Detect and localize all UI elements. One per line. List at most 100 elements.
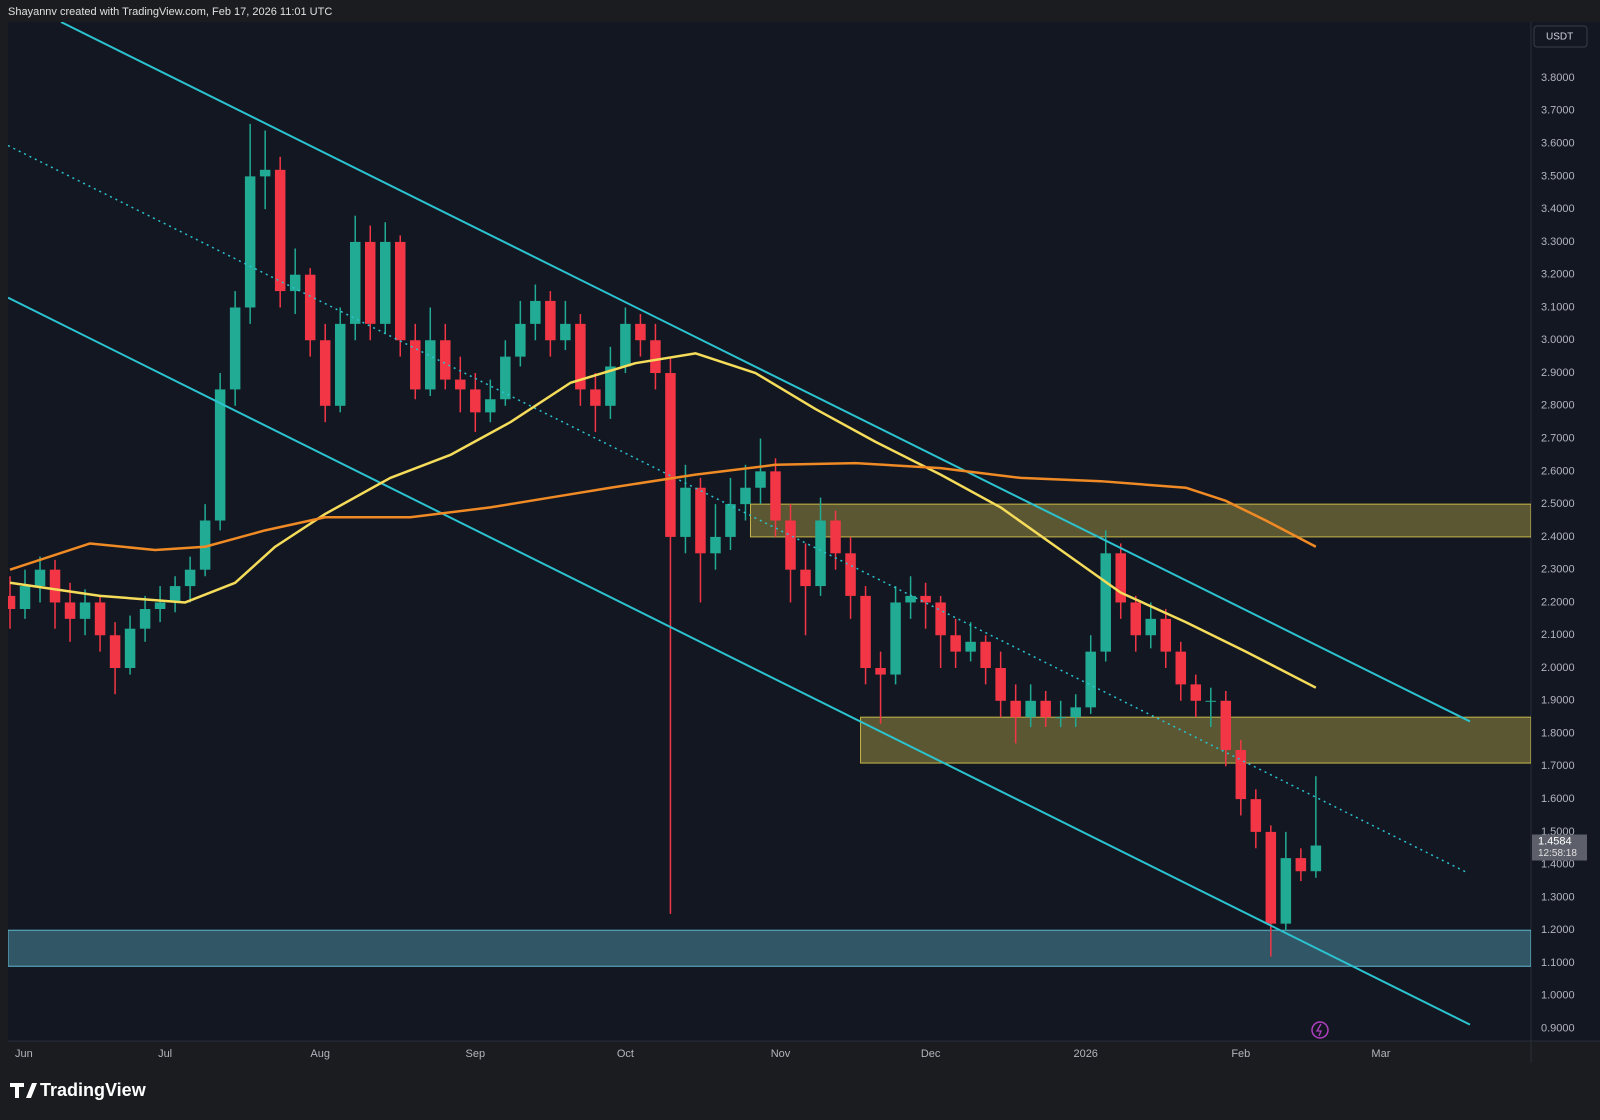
- candle-body: [860, 595, 871, 669]
- candle-body: [79, 602, 91, 619]
- candle-body: [695, 487, 706, 554]
- y-tick-label: 3.0000: [1541, 334, 1575, 346]
- candle-body: [425, 340, 436, 390]
- candle-body: [49, 569, 61, 603]
- plot-area: [8, 22, 1531, 1026]
- candle-body: [1295, 858, 1307, 872]
- candle-body: [364, 241, 376, 324]
- y-tick-label: 2.0000: [1541, 662, 1575, 674]
- candle-body: [1190, 684, 1202, 701]
- candle-body: [770, 471, 781, 521]
- y-tick-label: 3.8000: [1541, 72, 1575, 84]
- candle-body: [1310, 845, 1322, 872]
- candle-body: [229, 307, 241, 390]
- candle-body: [1205, 700, 1217, 702]
- candle-body: [349, 241, 361, 324]
- y-tick-label: 1.3000: [1541, 891, 1575, 903]
- candle-body: [905, 595, 916, 603]
- candle-body: [605, 366, 616, 406]
- candle-body: [19, 586, 31, 610]
- candle-body: [590, 389, 601, 406]
- x-tick-label: Sep: [466, 1048, 486, 1060]
- x-tick-label: Jun: [15, 1048, 33, 1060]
- x-tick-label: Mar: [1371, 1048, 1390, 1060]
- candle-body: [620, 323, 631, 367]
- candle-body: [274, 169, 286, 292]
- countdown-label: 12:58:18: [1538, 848, 1577, 859]
- trendline: [60, 22, 1471, 723]
- x-tick-label: Nov: [771, 1048, 791, 1060]
- candle-body: [1220, 700, 1232, 750]
- candle-body: [410, 340, 421, 390]
- x-tick-label: Jul: [158, 1048, 172, 1060]
- candle-body: [1040, 700, 1051, 718]
- candle-body: [500, 356, 511, 400]
- candle-body: [1055, 717, 1066, 719]
- zone: [8, 929, 1531, 967]
- y-tick-label: 2.6000: [1541, 465, 1575, 477]
- candle-body: [124, 628, 136, 669]
- candle-body: [1115, 553, 1126, 603]
- y-tick-label: 3.2000: [1541, 269, 1575, 281]
- candle-body: [1025, 700, 1036, 718]
- y-tick-label: 2.3000: [1541, 564, 1575, 576]
- currency-box[interactable]: [1533, 25, 1588, 48]
- brand-logo: [10, 1083, 37, 1098]
- x-tick-label: Aug: [310, 1048, 330, 1060]
- candle-body: [1070, 707, 1081, 718]
- candle-body: [935, 602, 946, 636]
- candle-body: [830, 520, 841, 554]
- candle-body: [334, 323, 346, 406]
- header-text: Shayannv created with TradingView.com, F…: [8, 6, 332, 18]
- candle-body: [1175, 651, 1187, 685]
- y-tick-label: 1.2000: [1541, 924, 1575, 936]
- candle-body: [395, 241, 406, 341]
- candle-body: [259, 169, 271, 177]
- candle-body: [34, 569, 46, 587]
- candle-body: [950, 635, 961, 652]
- moving-average: [9, 352, 1317, 689]
- y-tick-label: 1.0000: [1541, 990, 1575, 1002]
- candle-body: [875, 668, 886, 675]
- candle-body: [304, 274, 316, 341]
- trendline: [8, 144, 1468, 874]
- x-tick-label: Oct: [617, 1048, 634, 1060]
- candle-body: [440, 340, 451, 380]
- replay-icon-glyph: [1315, 1023, 1322, 1037]
- candle-body: [530, 300, 541, 324]
- candle-body: [815, 520, 826, 587]
- y-tick-label: 3.3000: [1541, 236, 1575, 248]
- candle-body: [184, 569, 196, 587]
- candle-body: [1280, 858, 1292, 924]
- y-tick-label: 1.4000: [1541, 859, 1575, 871]
- candle-body: [199, 520, 211, 570]
- candle-body: [1265, 831, 1277, 924]
- moving-average: [9, 461, 1317, 571]
- replay-icon[interactable]: [1311, 1021, 1329, 1039]
- candle-body: [740, 487, 751, 505]
- candle-body: [319, 340, 331, 406]
- x-tick-label: Feb: [1231, 1048, 1250, 1060]
- y-tick-label: 3.7000: [1541, 105, 1575, 117]
- x-tick-label: 2026: [1073, 1048, 1097, 1060]
- y-tick-label: 3.6000: [1541, 138, 1575, 150]
- candle-body: [1160, 618, 1172, 652]
- candle-body: [785, 520, 796, 570]
- y-tick-label: 2.1000: [1541, 629, 1575, 641]
- candle-body: [1235, 749, 1247, 800]
- candle-body: [485, 399, 496, 413]
- candle-body: [545, 300, 556, 341]
- y-tick-label: 1.1000: [1541, 957, 1575, 969]
- y-tick-label: 2.5000: [1541, 498, 1575, 510]
- candle-body: [470, 389, 481, 413]
- y-tick-label: 2.7000: [1541, 432, 1575, 444]
- candle-body: [139, 609, 151, 629]
- currency-label: USDT: [1546, 32, 1573, 43]
- candle-body: [755, 471, 766, 488]
- candle-body: [154, 602, 166, 610]
- y-tick-label: 1.9000: [1541, 695, 1575, 707]
- candle-body: [650, 340, 661, 374]
- candle-body: [1250, 799, 1262, 832]
- candle-body: [665, 373, 676, 537]
- y-tick-label: 0.9000: [1541, 1022, 1575, 1034]
